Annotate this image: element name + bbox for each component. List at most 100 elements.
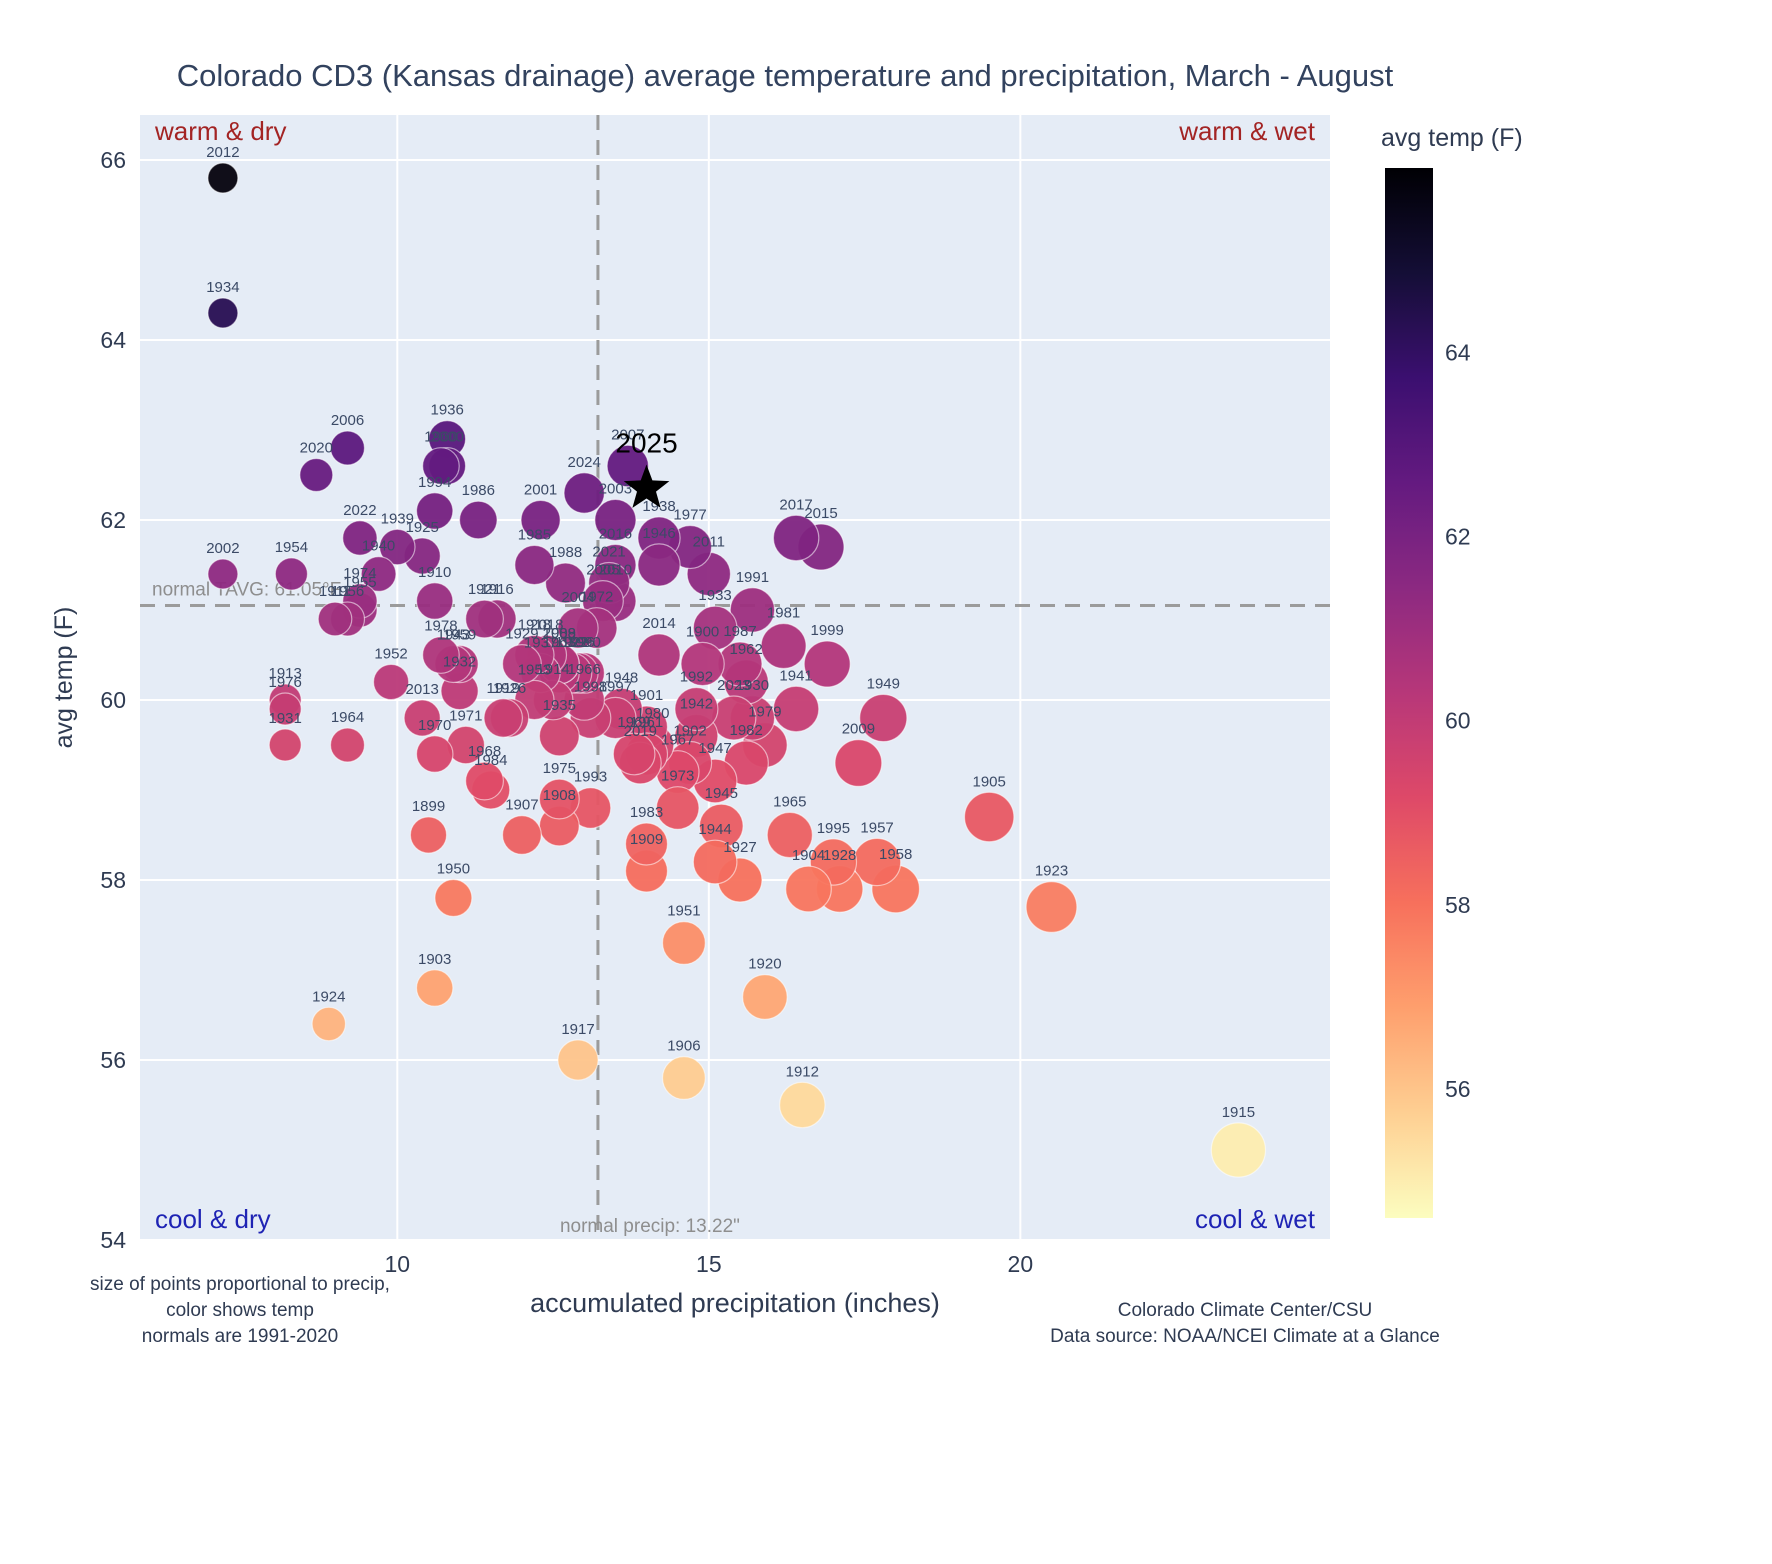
data-point-1919 <box>483 698 524 738</box>
y-tick: 64 <box>100 327 126 353</box>
year-label-1960: 1960 <box>424 429 457 446</box>
year-label-2015: 2015 <box>804 505 837 522</box>
year-label-2011: 2011 <box>693 533 725 550</box>
year-label-1977: 1977 <box>673 507 706 524</box>
year-label-1903: 1903 <box>418 951 451 968</box>
data-point-1968 <box>465 761 505 801</box>
data-point-1991 <box>729 587 776 633</box>
year-label-1915: 1915 <box>1222 1104 1255 1121</box>
year-label-1901: 1901 <box>630 687 663 704</box>
year-label-2000: 2000 <box>431 429 464 446</box>
data-point-1992 <box>674 686 719 732</box>
data-point-1910 <box>415 582 454 620</box>
year-label-2007: 2007 <box>611 426 644 443</box>
year-label-1940: 1940 <box>362 538 395 555</box>
data-point-1935 <box>538 715 580 757</box>
year-label-1993: 1993 <box>574 769 607 786</box>
year-label-1925: 1925 <box>406 519 439 536</box>
year-label-1999: 1999 <box>811 622 844 639</box>
year-label-1912: 1912 <box>786 1063 819 1080</box>
quadrant-warm-wet: warm & wet <box>1178 116 1316 146</box>
year-label-2017: 2017 <box>779 496 812 513</box>
year-label-1990: 1990 <box>568 634 601 651</box>
year-label-1910: 1910 <box>418 564 451 581</box>
year-label-1907: 1907 <box>505 797 538 814</box>
year-label-1904: 1904 <box>792 847 825 864</box>
colorbar-tick: 62 <box>1445 523 1471 549</box>
y-axis-title: avg temp (F) <box>50 607 78 749</box>
data-point-2013 <box>403 699 441 737</box>
data-point-1912 <box>778 1081 826 1129</box>
data-point-1986 <box>458 500 498 540</box>
year-label-2004: 2004 <box>561 589 594 606</box>
data-point-2001 <box>520 499 561 541</box>
credit-line: Data source: NOAA/NCEI Climate at a Glan… <box>1050 1326 1440 1347</box>
data-point-1939 <box>378 528 416 566</box>
data-point-1973 <box>655 786 700 830</box>
data-point-1970 <box>415 735 454 773</box>
year-label-1965: 1965 <box>773 793 806 810</box>
year-label-1918: 1918 <box>518 616 551 633</box>
y-tick: 56 <box>100 1047 126 1073</box>
data-point-2004 <box>557 607 599 649</box>
year-label-1956: 1956 <box>331 583 364 600</box>
year-label-1952: 1952 <box>374 645 407 662</box>
year-label-1978: 1978 <box>424 618 457 635</box>
quadrant-cool-wet: cool & wet <box>1195 1204 1316 1234</box>
year-label-1917: 1917 <box>561 1021 594 1038</box>
year-label-2024: 2024 <box>568 454 601 471</box>
year-label-2013: 2013 <box>406 681 439 698</box>
data-point-2002 <box>207 558 239 590</box>
data-point-1921 <box>465 599 505 639</box>
data-point-1941 <box>772 685 820 733</box>
data-point-1903 <box>415 969 454 1007</box>
year-label-1941: 1941 <box>779 667 812 684</box>
year-label-1955: 1955 <box>343 574 376 591</box>
data-point-2024 <box>563 472 606 514</box>
year-label-1939: 1939 <box>381 510 414 527</box>
year-label-1950: 1950 <box>437 861 470 878</box>
data-point-1985 <box>514 544 555 586</box>
year-label-1923: 1923 <box>1035 863 1068 880</box>
year-label-1962: 1962 <box>730 641 763 658</box>
year-label-2019: 2019 <box>624 723 657 740</box>
year-label-1924: 1924 <box>312 988 345 1005</box>
year-label-1986: 1986 <box>462 482 495 499</box>
data-point-1924 <box>311 1006 347 1042</box>
y-tick: 58 <box>100 867 126 893</box>
year-label-1922: 1922 <box>555 634 588 651</box>
year-label-2016: 2016 <box>599 525 632 542</box>
colorbar-gradient <box>1385 168 1433 1218</box>
data-point-2003 <box>594 498 637 542</box>
data-point-2007 <box>606 444 650 488</box>
data-point-1929 <box>501 643 542 684</box>
data-point-1950 <box>434 878 473 918</box>
data-point-1981 <box>760 622 807 670</box>
year-label-2021: 2021 <box>592 544 625 561</box>
year-label-1947: 1947 <box>698 740 731 757</box>
year-label-2001: 2001 <box>524 481 557 498</box>
year-label-1982: 1982 <box>730 722 763 739</box>
year-label-1914: 1914 <box>536 661 569 678</box>
year-label-2014: 2014 <box>642 615 675 632</box>
year-label-1968: 1968 <box>468 743 501 760</box>
year-label-1926: 1926 <box>493 680 526 697</box>
normal-tavg-label: normal TAVG: 61.05°F <box>152 580 341 601</box>
year-label-1916: 1916 <box>480 581 513 598</box>
year-label-1973: 1973 <box>661 768 694 785</box>
year-label-2006: 2006 <box>331 412 364 429</box>
data-point-2022 <box>342 520 378 556</box>
year-label-1953: 1953 <box>518 661 551 678</box>
data-point-1954 <box>274 557 309 591</box>
year-label-1992: 1992 <box>680 669 713 686</box>
year-labels: 1899 1900 1901 1902 1903 1904 1905 1906 1907 1908… <box>206 144 1255 1121</box>
year-label-1997: 1997 <box>599 678 632 695</box>
colorbar-tick: 56 <box>1445 1076 1471 1102</box>
year-label-1984: 1984 <box>474 752 507 769</box>
year-label-1902: 1902 <box>673 723 706 740</box>
year-label-1943: 1943 <box>437 627 470 644</box>
year-label-1909: 1909 <box>630 831 663 848</box>
year-label-1989: 1989 <box>543 625 576 642</box>
year-label-2002: 2002 <box>206 540 239 557</box>
data-point-1900 <box>680 641 725 687</box>
